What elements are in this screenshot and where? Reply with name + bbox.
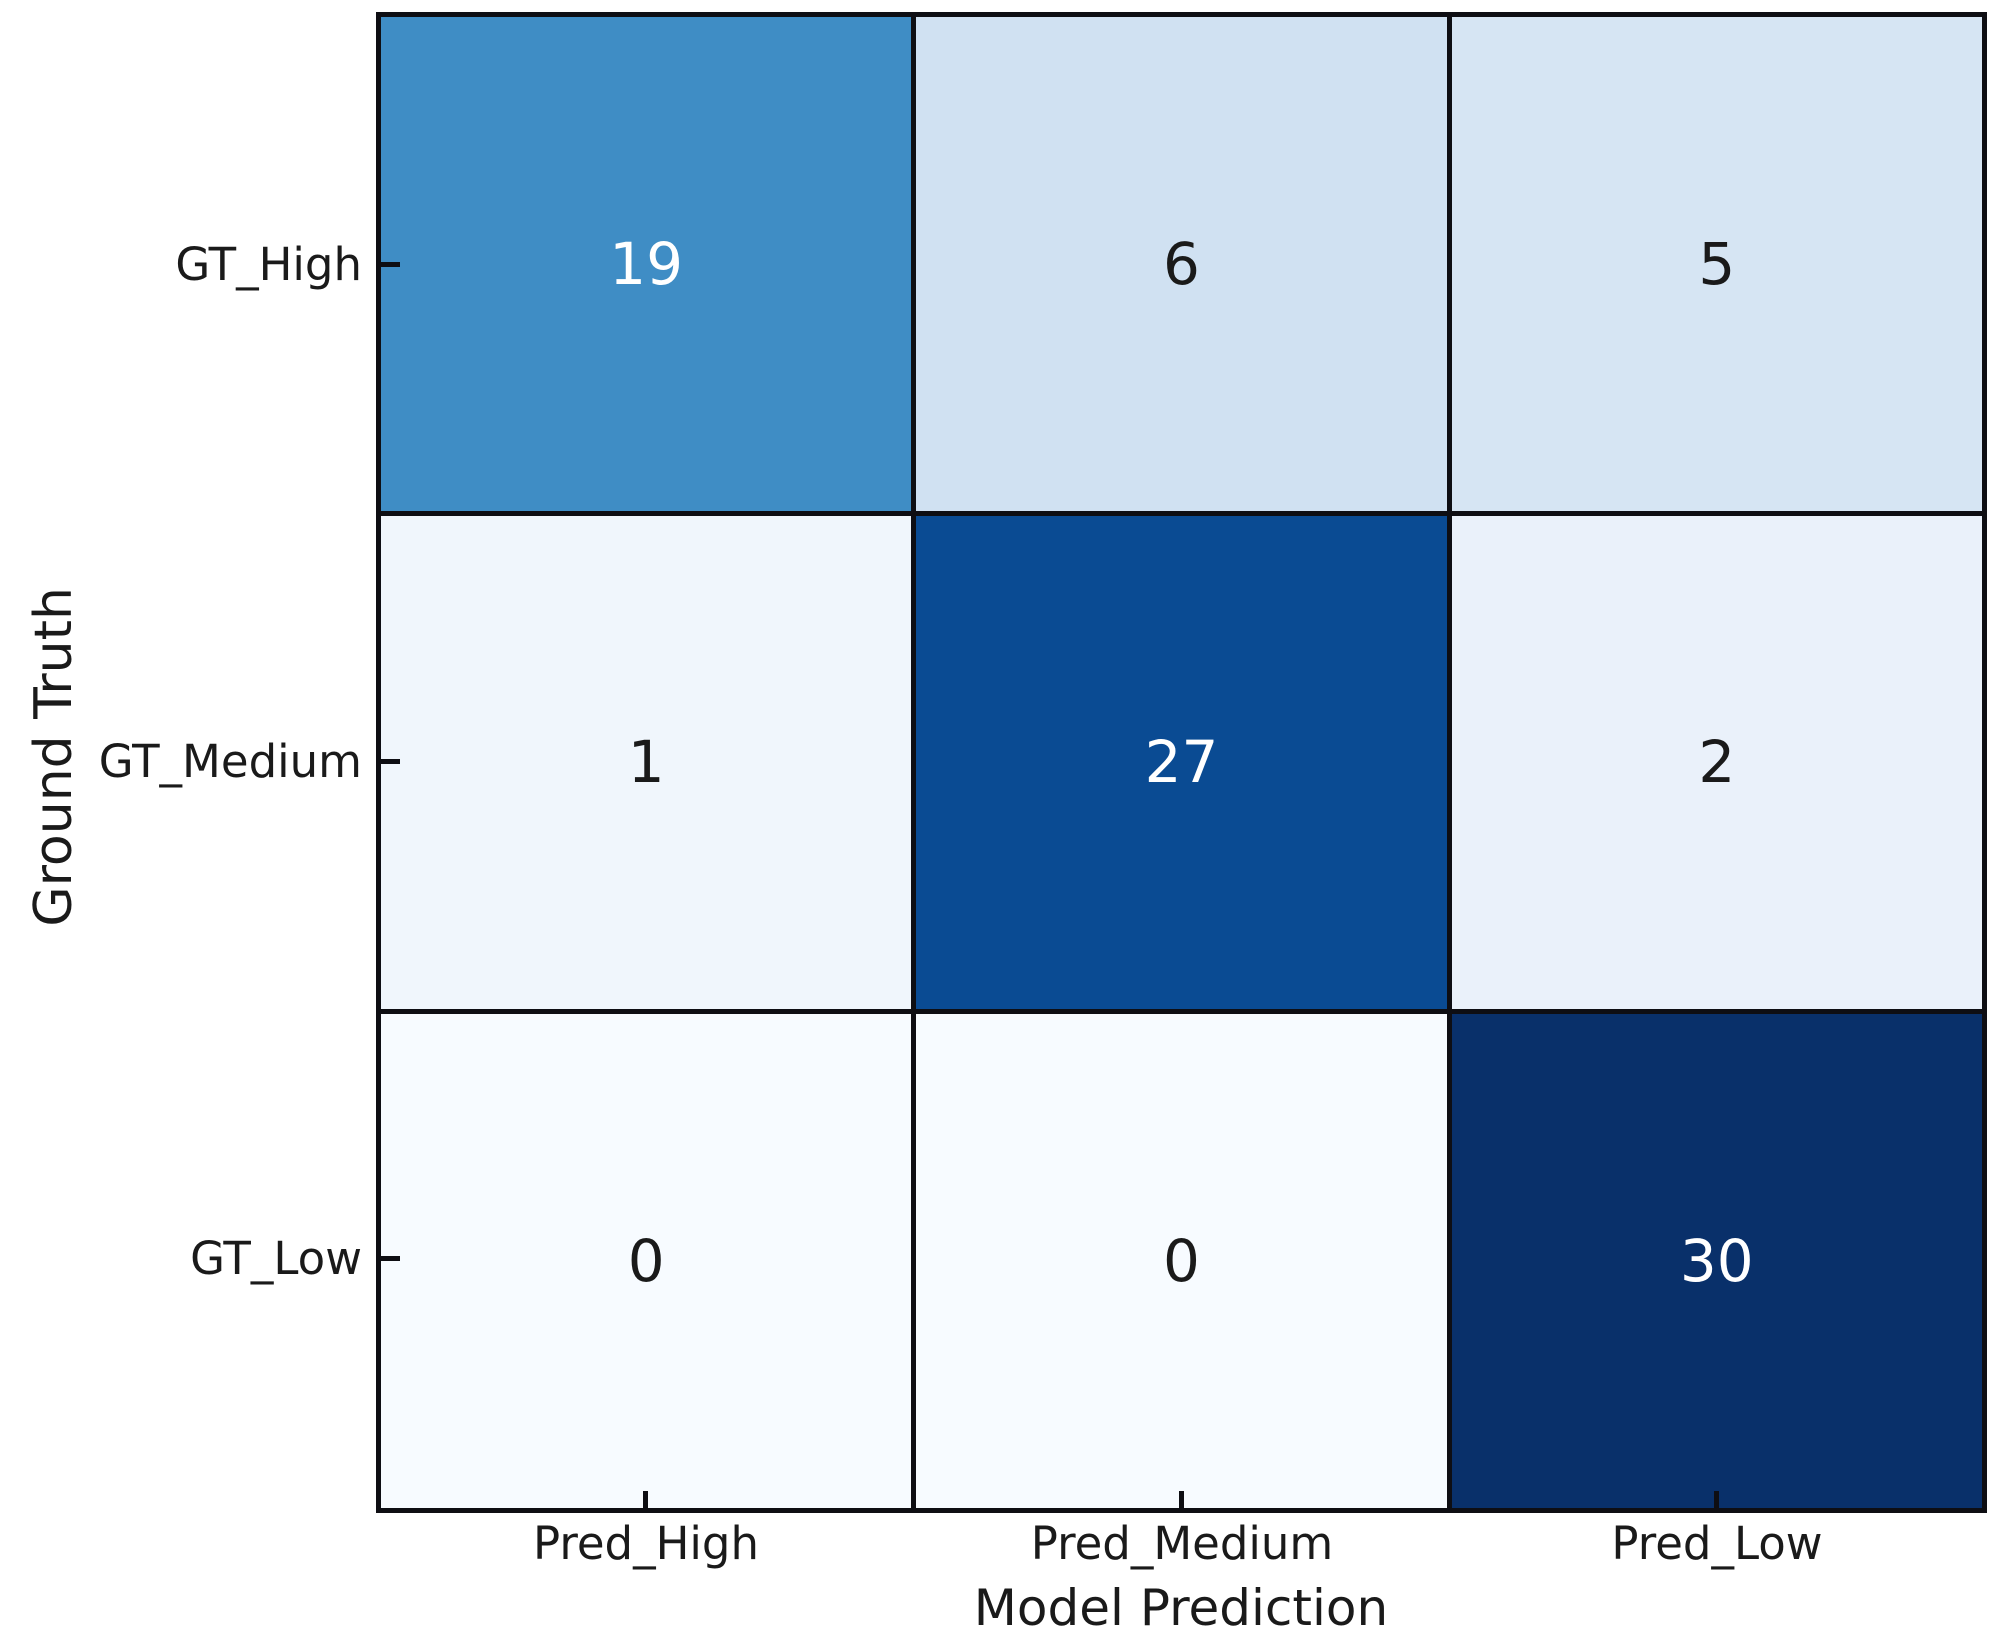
heatmap-cell-r1c2: 2 [1451, 515, 1982, 1010]
ytick-mark [378, 759, 400, 764]
cell-value: 6 [1163, 229, 1200, 298]
cell-value: 5 [1698, 229, 1736, 298]
xtick-mark [1179, 1491, 1184, 1513]
xtick-label-pred_low: Pred_Low [1611, 1517, 1823, 1570]
heatmap-cell-r1c1: 27 [916, 515, 1447, 1010]
x-axis-title: Model Prediction [973, 1579, 1389, 1637]
ytick-mark [378, 262, 400, 267]
cell-value: 2 [1698, 728, 1736, 797]
heatmap-grid: 19 6 5 1 27 2 0 0 30 [376, 12, 1987, 1513]
heatmap-cell-r2c0: 0 [381, 1014, 912, 1508]
ytick-label-gt_high: GT_High [175, 238, 362, 291]
cell-value: 27 [1144, 728, 1219, 797]
cell-value: 1 [627, 728, 665, 797]
heatmap-cell-r2c2: 30 [1451, 1014, 1982, 1508]
heatmap-cell-r2c1: 0 [916, 1014, 1447, 1508]
cell-value: 0 [1163, 1227, 1200, 1296]
heatmap-cell-r0c1: 6 [916, 17, 1447, 511]
ytick-mark [378, 1256, 400, 1261]
xtick-label-pred_high: Pred_High [532, 1517, 760, 1570]
cell-value: 30 [1679, 1227, 1754, 1296]
ytick-label-gt_medium: GT_Medium [98, 735, 362, 788]
xtick-label-pred_medium: Pred_Medium [1030, 1517, 1334, 1570]
xtick-mark [1714, 1491, 1719, 1513]
heatmap-cell-r0c0: 19 [381, 17, 912, 511]
xtick-mark [643, 1491, 648, 1513]
ytick-label-gt_low: GT_Low [190, 1232, 362, 1285]
cell-value: 0 [627, 1227, 665, 1296]
cell-value: 19 [609, 229, 684, 298]
heatmap-cell-r1c0: 1 [381, 515, 912, 1010]
heatmap-cell-r0c2: 5 [1451, 17, 1982, 511]
